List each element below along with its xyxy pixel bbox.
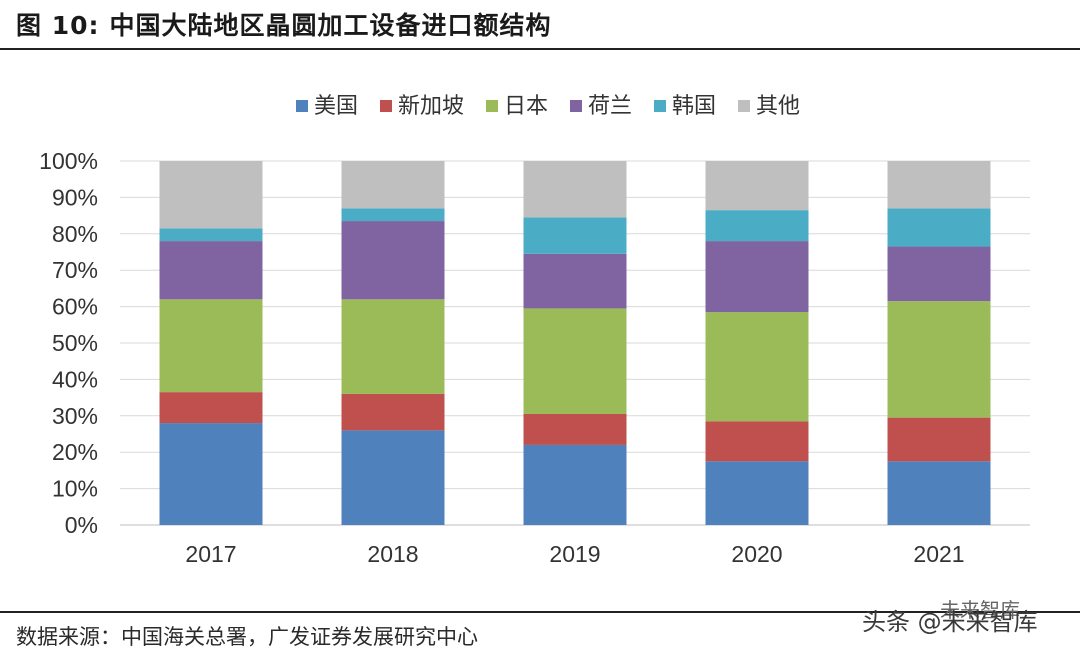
legend-swatch-荷兰 — [570, 100, 582, 112]
y-tick-label: 100% — [39, 148, 98, 174]
legend-label-其他: 其他 — [756, 94, 800, 119]
chart-legend: 美国 新加坡 日本 荷兰 韩国 其他 — [296, 94, 800, 119]
y-tick-label: 10% — [52, 476, 98, 502]
y-tick-label: 40% — [52, 366, 98, 392]
bar-segment-2020-新加坡 — [705, 421, 809, 462]
x-tick-label: 2020 — [731, 541, 782, 567]
legend-swatch-其他 — [738, 100, 750, 112]
figure-title: 图 10: 中国大陆地区晶圆加工设备进口额结构 — [16, 6, 552, 46]
y-tick-label: 20% — [52, 439, 98, 465]
y-tick-label: 70% — [52, 257, 98, 283]
bar-segment-2021-其他 — [887, 161, 991, 209]
y-tick-label: 90% — [52, 184, 98, 210]
legend-label-韩国: 韩国 — [672, 94, 716, 119]
bar-segment-2018-新加坡 — [341, 393, 445, 431]
bar-segment-2018-韩国 — [341, 208, 445, 222]
bar-segment-2019-荷兰 — [523, 253, 627, 309]
bar-segment-2018-荷兰 — [341, 221, 445, 300]
legend-swatch-韩国 — [654, 100, 666, 112]
legend-label-美国: 美国 — [314, 94, 358, 119]
legend-label-新加坡: 新加坡 — [398, 94, 464, 119]
bar-segment-2017-美国 — [159, 423, 263, 525]
data-source: 数据来源：中国海关总署，广发证券发展研究中心 — [16, 625, 478, 649]
legend-label-荷兰: 荷兰 — [588, 94, 632, 119]
chart-bars — [159, 161, 991, 525]
bar-segment-2018-日本 — [341, 299, 445, 394]
bar-segment-2021-韩国 — [887, 208, 991, 247]
bar-segment-2017-其他 — [159, 161, 263, 229]
bar-segment-2017-韩国 — [159, 228, 263, 242]
figure-label: 图 10: — [16, 11, 100, 40]
y-tick-label: 50% — [52, 330, 98, 356]
bar-segment-2020-美国 — [705, 461, 809, 525]
bar-segment-2019-其他 — [523, 161, 627, 218]
bar-segment-2018-美国 — [341, 430, 445, 525]
bar-segment-2019-美国 — [523, 444, 627, 525]
bar-segment-2019-日本 — [523, 308, 627, 414]
y-axis: 0% 10% 20% 30% 40% 50% 60% 70% 80% 90% 100% — [39, 148, 98, 538]
x-tick-label: 2021 — [913, 541, 964, 567]
bar-segment-2021-新加坡 — [887, 417, 991, 462]
x-tick-label: 2018 — [367, 541, 418, 567]
x-axis: 2017 2018 2019 2020 2021 — [185, 541, 964, 567]
y-tick-label: 0% — [65, 512, 98, 538]
top-rule — [0, 48, 1080, 50]
bar-segment-2018-其他 — [341, 161, 445, 209]
bar-segment-2021-日本 — [887, 301, 991, 418]
watermark: 头条 @未来智库 — [862, 608, 1038, 636]
legend-swatch-新加坡 — [380, 100, 392, 112]
bottom-rule — [0, 611, 1080, 613]
bar-segment-2017-荷兰 — [159, 241, 263, 300]
bar-segment-2019-新加坡 — [523, 413, 627, 445]
bar-segment-2017-日本 — [159, 299, 263, 393]
bar-segment-2021-美国 — [887, 461, 991, 525]
bar-segment-2017-新加坡 — [159, 392, 263, 424]
legend-label-日本: 日本 — [504, 94, 548, 119]
x-tick-label: 2019 — [549, 541, 600, 567]
y-tick-label: 60% — [52, 294, 98, 320]
x-tick-label: 2017 — [185, 541, 236, 567]
bar-segment-2021-荷兰 — [887, 246, 991, 302]
bar-segment-2020-荷兰 — [705, 241, 809, 313]
y-tick-label: 80% — [52, 221, 98, 247]
bar-segment-2020-日本 — [705, 312, 809, 422]
figure-title-text: 中国大陆地区晶圆加工设备进口额结构 — [109, 11, 552, 40]
stacked-bar-chart: 美国 新加坡 日本 荷兰 韩国 其他 0% 10% 20% 30% 40% 50% 60% 70% 80%… — [39, 94, 1030, 567]
legend-swatch-日本 — [486, 100, 498, 112]
bar-segment-2020-其他 — [705, 161, 809, 211]
bar-segment-2020-韩国 — [705, 210, 809, 242]
watermark-badge: 未来智库 — [940, 598, 1020, 622]
y-tick-label: 30% — [52, 403, 98, 429]
bar-segment-2019-韩国 — [523, 217, 627, 254]
legend-swatch-美国 — [296, 100, 308, 112]
